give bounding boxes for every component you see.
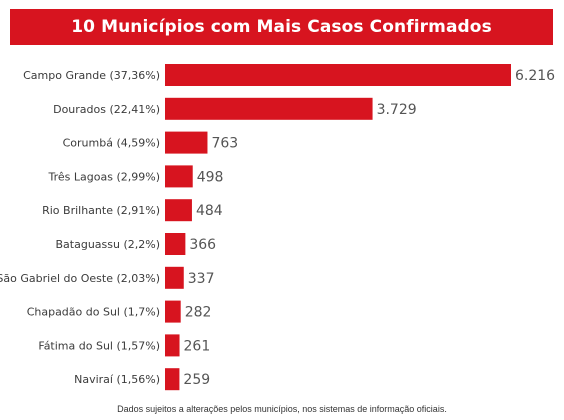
value-label: 366	[189, 237, 216, 253]
category-label: Naviraí (1,56%)	[74, 373, 160, 386]
category-label: Bataguassu (2,2%)	[56, 238, 161, 251]
bar	[165, 131, 208, 154]
value-label: 498	[197, 169, 224, 185]
value-label: 484	[196, 203, 223, 219]
bar	[165, 64, 511, 86]
category-label: Fátima do Sul (1,57%)	[38, 339, 160, 352]
value-label: 763	[211, 136, 238, 152]
value-label: 337	[188, 271, 215, 287]
category-label: Rio Brilhante (2,91%)	[42, 204, 160, 217]
chart-title: 10 Municípios com Mais Casos Confirmados	[71, 17, 492, 37]
bar	[165, 300, 181, 323]
bar	[165, 199, 192, 222]
category-label: Três Lagoas (2,99%)	[48, 170, 160, 183]
bar	[165, 368, 180, 391]
value-label: 282	[185, 305, 212, 321]
bar	[165, 233, 186, 255]
bar	[165, 97, 373, 120]
category-label: Dourados (22,41%)	[53, 103, 160, 116]
bar	[165, 334, 180, 357]
value-label: 3.729	[377, 102, 417, 118]
value-label: 6.216	[515, 68, 555, 84]
value-label: 261	[184, 338, 211, 354]
category-label: São Gabriel do Oeste (2,03%)	[0, 272, 160, 285]
chart-title-banner: 10 Municípios com Mais Casos Confirmados	[10, 9, 553, 45]
category-label: Chapadão do Sul (1,7%)	[27, 306, 160, 319]
bar	[165, 266, 184, 289]
footnote: Dados sujeitos a alterações pelos municí…	[117, 404, 447, 414]
value-label: 259	[183, 372, 210, 388]
bar	[165, 165, 193, 188]
category-label: Campo Grande (37,36%)	[23, 69, 160, 82]
bar-chart: Campo Grande (37,36%) 6.216 Dourados (22,4…	[0, 64, 555, 391]
category-label: Corumbá (4,59%)	[63, 137, 160, 150]
